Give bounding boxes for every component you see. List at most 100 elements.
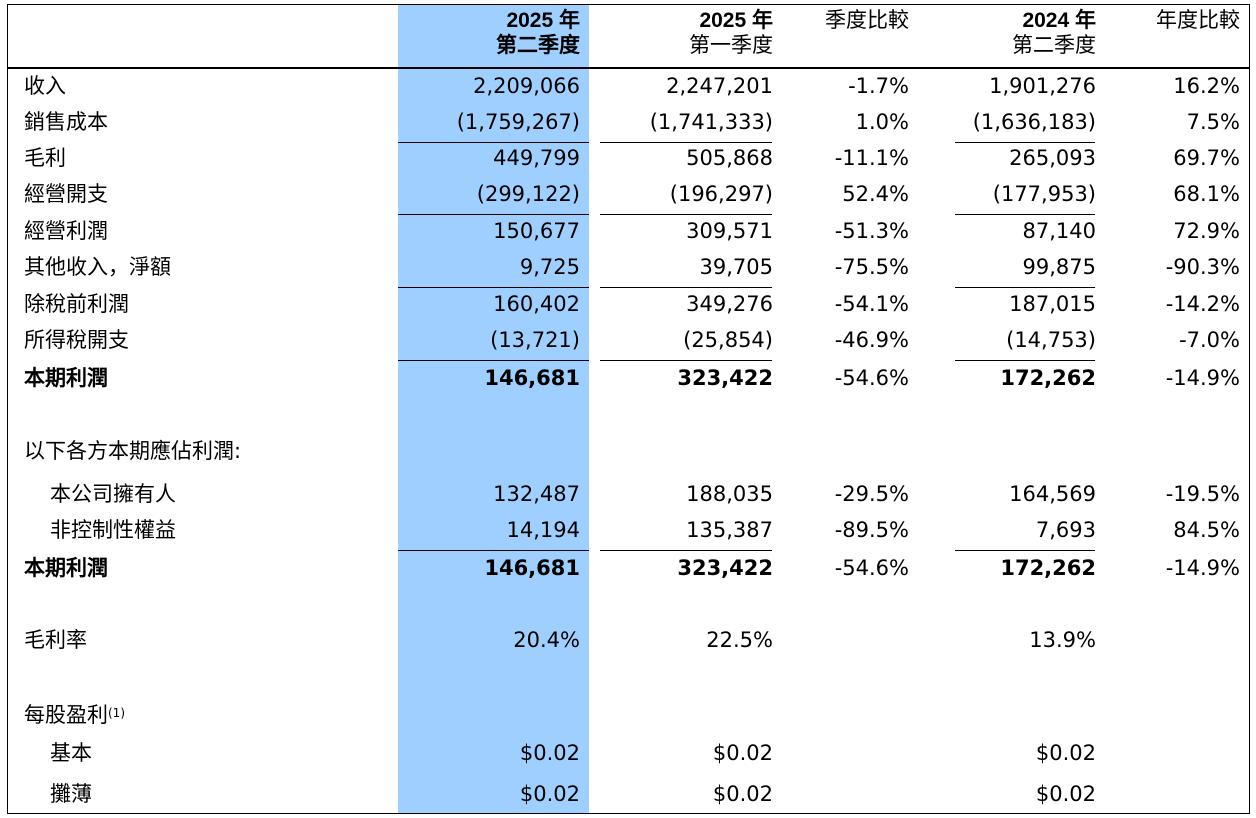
subtotal-rule [398,214,589,215]
cell-yoy: 16.2% [1173,74,1240,98]
cell-q2-2025: 9,725 [519,255,580,279]
row-label: 除稅前利潤 [24,292,129,316]
cell-qoq: -11.1% [834,146,909,170]
cell-q1-2025: 39,705 [699,255,773,279]
cell-yoy: -14.9% [1165,366,1240,390]
row-label: 基本 [50,741,92,765]
cell-q2-2025: 132,487 [493,482,580,506]
cell-q2-2025: 2,209,066 [473,74,580,98]
row-label: 毛利率 [24,628,87,652]
eps-title: 每股盈利(1) [24,699,125,732]
cell-q1-2025: (1,741,333) [649,110,773,134]
cell-q2-2024: 99,875 [1022,255,1096,279]
cell-q1-2025: $0.02 [712,782,773,806]
cell-q2-2025: 20.4% [513,628,580,652]
cell-q2-2025: 146,681 [484,366,580,390]
cell-q2-2025: $0.02 [519,741,580,765]
cell-q1-2025: 135,387 [686,518,773,542]
cell-q1-2025: 309,571 [686,219,773,243]
cell-yoy: 72.9% [1173,219,1240,243]
cell-q2-2024: 13.9% [1029,628,1096,652]
cell-qoq: -51.3% [834,219,909,243]
row-label: 非控制性權益 [50,518,176,542]
header-q2-2025: 2025 年 第二季度 [496,8,580,58]
header-q2-2025-quarter: 第二季度 [496,34,580,57]
cell-q2-2024: 7,693 [1035,518,1096,542]
current-quarter-highlight [398,5,589,813]
header-q2-2024-year: 2024 年 [1022,9,1096,32]
cell-q2-2025: (1,759,267) [456,110,580,134]
cell-qoq: -46.9% [834,328,909,352]
subtotal-rule [600,142,772,143]
cell-yoy: -14.2% [1165,292,1240,316]
row-label: 毛利 [24,146,66,170]
cell-q2-2024: 172,262 [1000,556,1096,580]
header-yoy-label: 年度比較 [1156,8,1240,32]
subtotal-rule [955,214,1095,215]
row-label: 本公司擁有人 [50,482,176,506]
table-row: 攤薄 $0.02 $0.02 $0.02 [0,778,1256,811]
row-label: 攤薄 [50,782,92,806]
subtotal-rule [600,214,772,215]
cell-q1-2025: $0.02 [712,741,773,765]
cell-yoy: -14.9% [1165,556,1240,580]
cell-q1-2025: 22.5% [706,628,773,652]
row-label: 本期利潤 [24,556,108,580]
cell-q2-2025: 160,402 [493,292,580,316]
cell-q2-2025: (13,721) [490,328,580,352]
cell-q1-2025: 2,247,201 [666,74,773,98]
subtotal-rule [398,287,589,288]
cell-q2-2024: $0.02 [1035,782,1096,806]
header-q1-2025-quarter: 第一季度 [689,33,773,57]
footnote-marker: (1) [108,706,125,720]
cell-q2-2025: 150,677 [493,219,580,243]
attribution-title: 以下各方本期應佔利潤: [24,439,242,463]
cell-qoq: -54.6% [834,366,909,390]
row-label: 經營開支 [24,182,108,206]
cell-yoy: 84.5% [1173,518,1240,542]
cell-q2-2024: 164,569 [1009,482,1096,506]
row-label: 所得稅開支 [24,328,129,352]
header-q2-2024-quarter: 第二季度 [1012,33,1096,57]
cell-yoy: 68.1% [1173,182,1240,206]
header-qoq: 季度比較 [825,8,909,33]
cell-q2-2025: $0.02 [519,782,580,806]
subtotal-rule [600,287,772,288]
row-label: 其他收入，淨額 [24,255,171,279]
cell-q2-2025: (299,122) [476,182,580,206]
eps-title-text: 每股盈利 [24,703,108,727]
header-divider [8,67,1249,69]
row-label: 經營利潤 [24,219,108,243]
cell-q2-2024: 187,015 [1009,292,1096,316]
row-label: 本期利潤 [24,366,108,390]
table-row: 本公司擁有人 132,487 188,035 -29.5% 164,569 -1… [0,478,1256,511]
table-row: 非控制性權益 14,194 135,387 -89.5% 7,693 84.5% [0,514,1256,547]
cell-qoq: -54.1% [834,292,909,316]
cell-q2-2024: 265,093 [1009,146,1096,170]
cell-qoq: -1.7% [848,74,909,98]
section-title: 每股盈利(1) [0,699,1256,732]
table-row: 毛利率 20.4% 22.5% 13.9% [0,624,1256,657]
cell-q2-2024: (14,753) [1006,328,1096,352]
subtotal-rule [955,550,1095,551]
cell-yoy: -7.0% [1179,328,1240,352]
subtotal-rule [398,550,589,551]
cell-qoq: -29.5% [834,482,909,506]
cell-q1-2025: 323,422 [677,366,773,390]
section-title: 以下各方本期應佔利潤: [0,435,1256,468]
header-q1-2025: 2025 年 第一季度 [689,8,773,58]
cell-q1-2025: 323,422 [677,556,773,580]
table-row-total: 本期利潤 146,681 323,422 -54.6% 172,262 -14.… [0,362,1256,395]
subtotal-rule [398,360,589,361]
table-row: 經營開支 (299,122) (196,297) 52.4% (177,953)… [0,178,1256,211]
header-q2-2025-year: 2025 年 [506,9,580,32]
cell-qoq: 1.0% [855,110,909,134]
row-label: 銷售成本 [24,110,108,134]
table-row: 基本 $0.02 $0.02 $0.02 [0,737,1256,770]
cell-q2-2024: (1,636,183) [972,110,1096,134]
subtotal-rule [600,360,772,361]
cell-q1-2025: 188,035 [686,482,773,506]
subtotal-rule [600,550,772,551]
subtotal-rule [955,287,1095,288]
cell-yoy: 7.5% [1186,110,1240,134]
